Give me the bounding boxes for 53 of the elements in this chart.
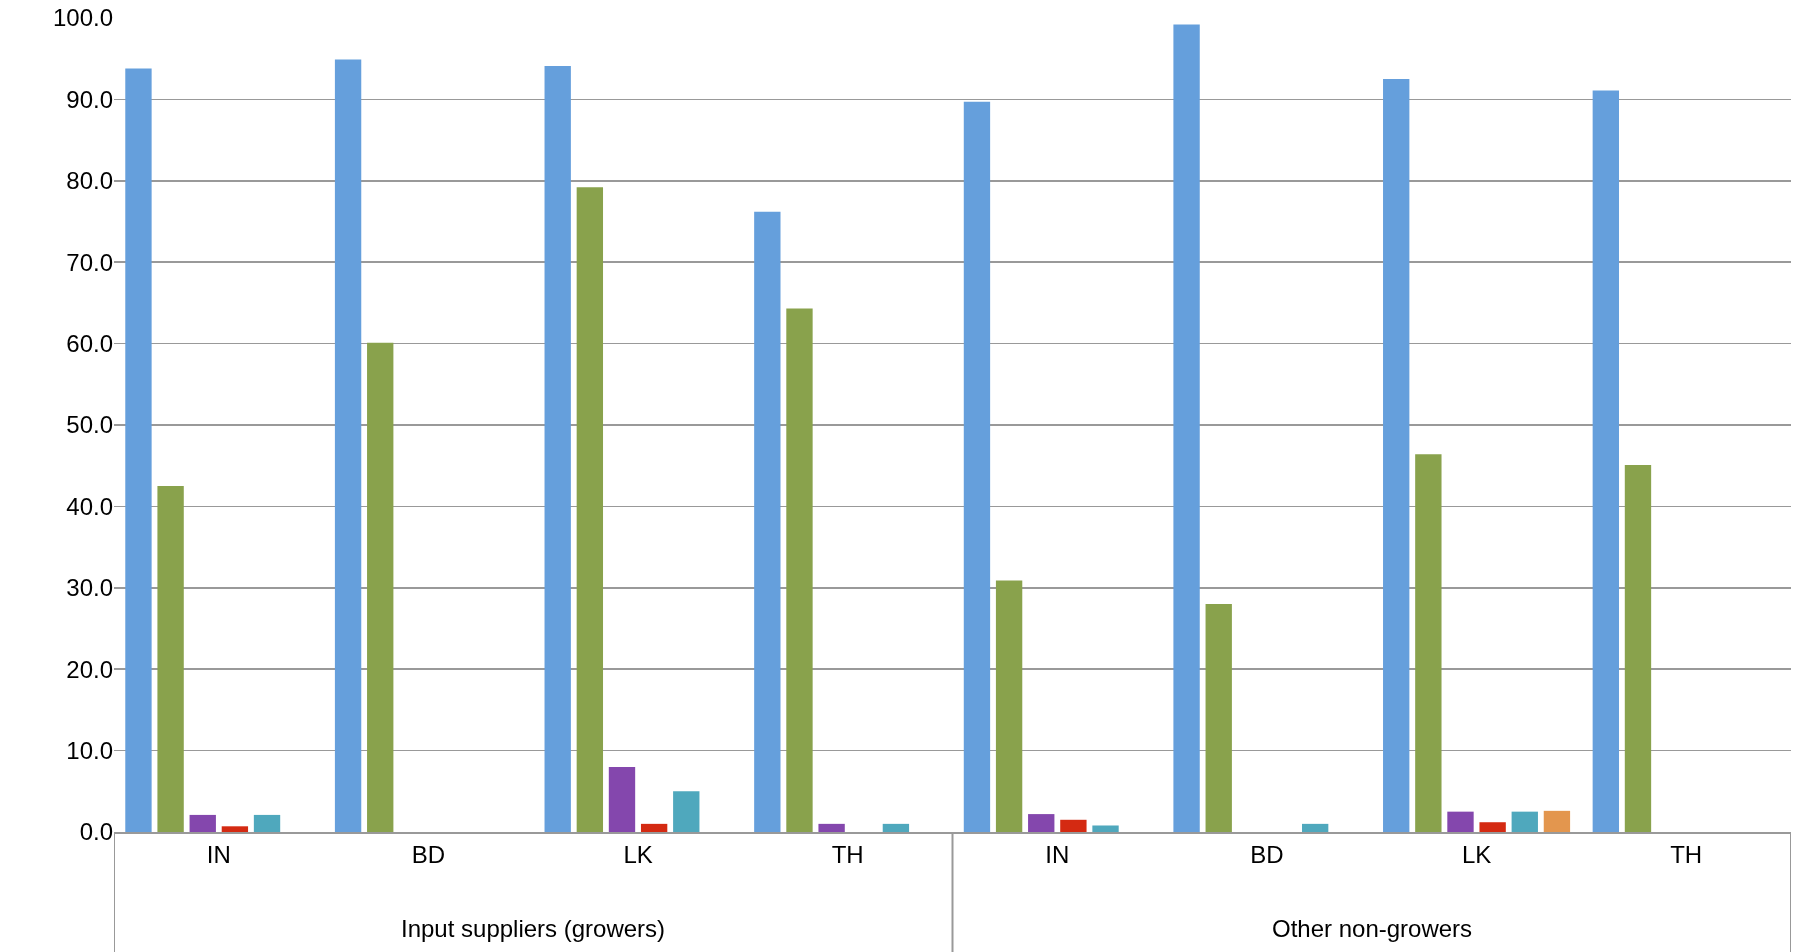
bar xyxy=(1415,454,1442,832)
bar xyxy=(1479,822,1506,832)
x-tick-label: BD xyxy=(1250,840,1284,868)
bar xyxy=(1383,79,1410,832)
bar xyxy=(1447,811,1474,832)
text: Other non-growers xyxy=(1272,915,1473,942)
bar xyxy=(754,211,781,832)
y-tick-label: 20.0 xyxy=(66,655,113,683)
bar xyxy=(1511,811,1538,832)
y-tick-label: 80.0 xyxy=(66,167,113,195)
y-tick-label: 90.0 xyxy=(66,85,113,113)
x-tick-label: IN xyxy=(1045,840,1070,868)
y-tick-label: 40.0 xyxy=(66,492,113,520)
bar xyxy=(1092,825,1119,832)
bar xyxy=(818,823,845,832)
x-tick-label: LK xyxy=(1461,840,1492,868)
bar xyxy=(995,580,1023,832)
bar xyxy=(1028,814,1055,832)
bar xyxy=(963,101,991,832)
y-tick-label: 0.0 xyxy=(79,818,113,846)
x-tick-label: TH xyxy=(831,840,864,868)
bar xyxy=(544,66,571,832)
y-tick-label: 60.0 xyxy=(66,330,113,357)
bar xyxy=(608,766,636,832)
x-tick-label: BD xyxy=(411,840,446,868)
x-tick-label: LK xyxy=(623,840,653,868)
bar xyxy=(253,814,281,832)
bar xyxy=(1060,819,1087,832)
x-tick-label: TH xyxy=(1670,840,1703,868)
bar xyxy=(1205,604,1232,832)
bar xyxy=(1301,823,1329,832)
bar xyxy=(882,823,910,832)
bar xyxy=(673,791,700,832)
bar xyxy=(221,826,249,832)
bar xyxy=(1592,90,1620,832)
bar xyxy=(189,814,216,832)
bar xyxy=(157,486,184,832)
bar xyxy=(640,823,668,832)
bar xyxy=(576,187,604,832)
x-tick-label: IN xyxy=(206,840,231,868)
bar xyxy=(1173,24,1200,832)
bar xyxy=(367,342,394,832)
bar xyxy=(125,68,152,832)
text: Input suppliers (growers) xyxy=(401,915,666,942)
bar xyxy=(334,59,362,832)
y-tick-label: 30.0 xyxy=(66,574,113,602)
y-tick-label: 70.0 xyxy=(66,248,113,276)
y-tick-label: 10.0 xyxy=(66,737,113,764)
bar xyxy=(1624,464,1652,832)
bar xyxy=(1543,810,1571,832)
y-tick-label: 100.0 xyxy=(52,4,113,32)
y-tick-label: 50.0 xyxy=(66,411,113,439)
bar xyxy=(786,308,813,832)
